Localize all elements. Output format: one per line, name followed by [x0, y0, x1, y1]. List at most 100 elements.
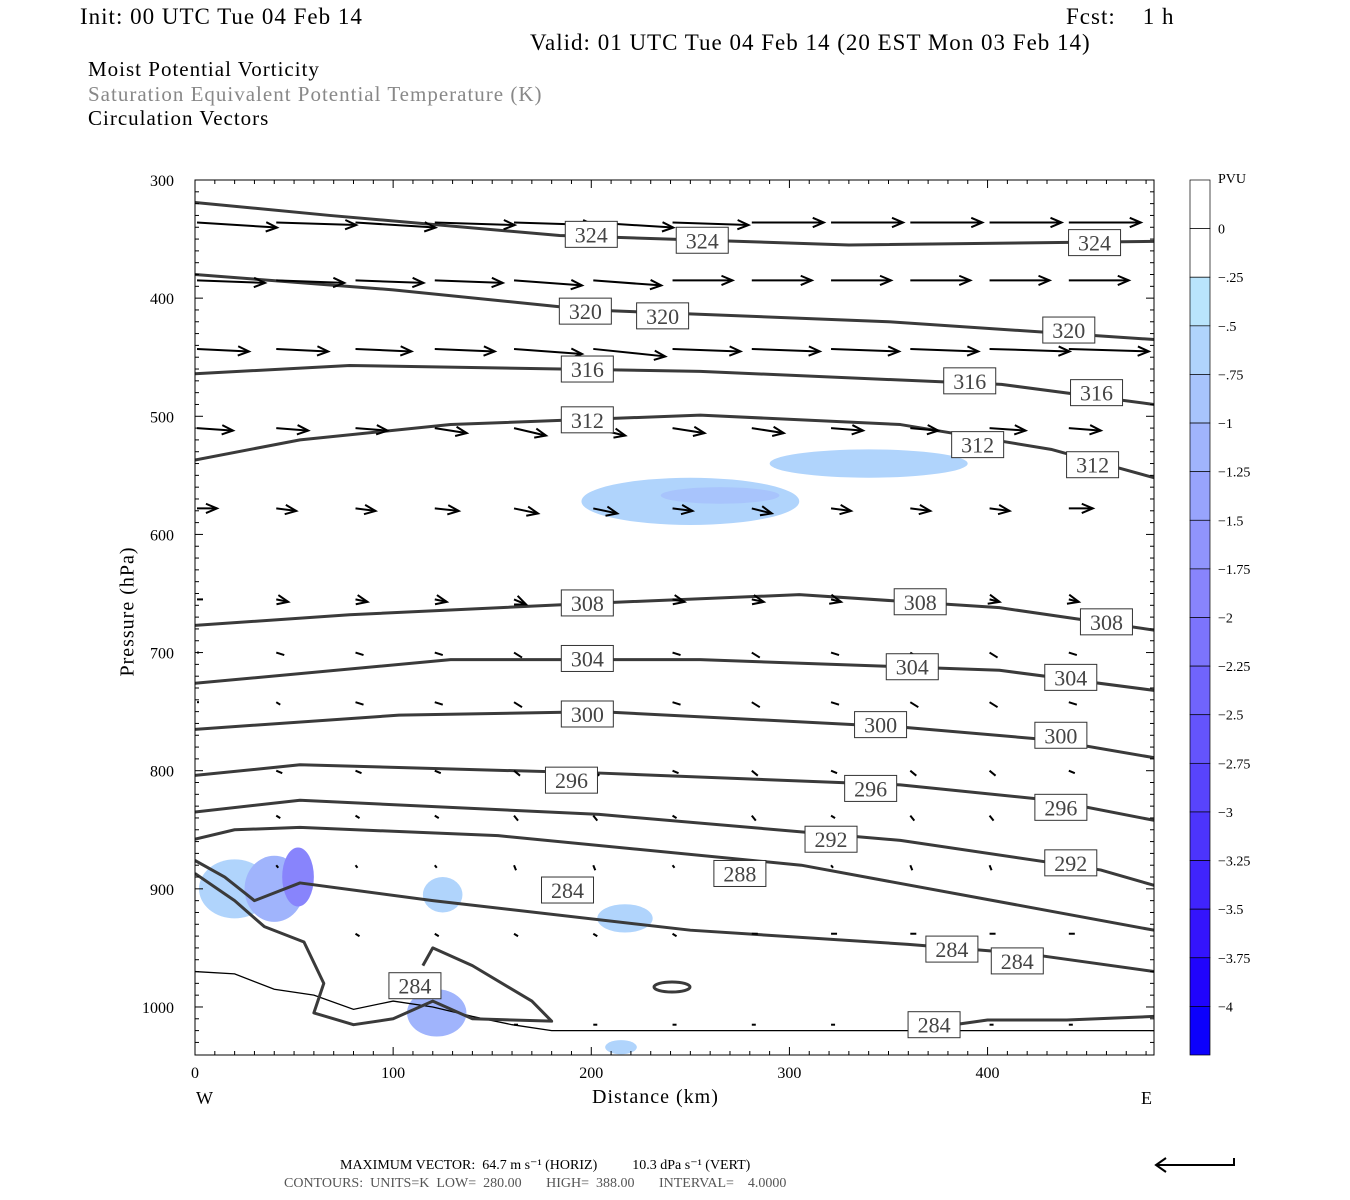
- circulation-vector: [989, 651, 999, 659]
- circulation-vector: [196, 279, 266, 284]
- circulation-vector: [751, 347, 820, 353]
- y-tick-label: 700: [150, 646, 174, 663]
- circulation-vector: [434, 651, 444, 657]
- circulation-vector: [354, 814, 361, 819]
- contour-label-box: [388, 972, 442, 1000]
- theta-es-contour-292: [195, 798, 1154, 887]
- circulation-vector: [593, 279, 662, 287]
- circulation-vector: [751, 769, 759, 777]
- vector-arrowhead: [1066, 593, 1082, 605]
- colorbar-swatch: [1189, 860, 1211, 910]
- contour-label: 284: [398, 974, 431, 999]
- circulation-vector: [672, 651, 681, 657]
- contour-label-box: [990, 947, 1044, 975]
- circulation-vector: [751, 814, 757, 822]
- circulation-vector: [592, 932, 598, 938]
- vector-arrowhead: [808, 345, 823, 357]
- circulation-vector: [434, 701, 444, 706]
- contour-label-box: [1034, 721, 1088, 749]
- vector-arrowhead: [237, 345, 252, 357]
- circulation-vector: [513, 279, 583, 287]
- circulation-vector: [672, 347, 741, 353]
- circulation-vector: [830, 864, 834, 869]
- field-title-theta-es: Saturation Equivalent Potential Temperat…: [88, 82, 543, 106]
- contour-label: 324: [1078, 231, 1111, 256]
- field-title-pv: Moist Potential Vorticity: [88, 57, 320, 81]
- circulation-vector: [355, 279, 424, 284]
- contour-label: 308: [904, 590, 937, 615]
- pv-shading-region: [660, 487, 780, 504]
- circulation-vector: [434, 221, 515, 227]
- colorbar-label: −3.75: [1218, 952, 1250, 967]
- contour-label: 300: [1044, 723, 1077, 748]
- circulation-vector: [989, 427, 1026, 432]
- vector-arrowhead: [692, 425, 708, 437]
- contour-label-box: [1042, 316, 1096, 344]
- vector-arrowhead: [970, 216, 985, 229]
- vector-arrowhead: [1117, 274, 1132, 287]
- theta-es-contour-308: [195, 593, 1154, 632]
- circulation-vector: [909, 701, 919, 709]
- contour-label-box: [804, 825, 858, 853]
- pv-shading-region: [282, 847, 314, 907]
- contour-label: 304: [1054, 665, 1087, 690]
- colorbar-label: −2.25: [1218, 660, 1250, 675]
- east-label: E: [1141, 1088, 1152, 1108]
- circulation-vector: [355, 769, 362, 775]
- vector-arrowhead: [771, 425, 787, 437]
- circulation-vector: [1068, 651, 1078, 657]
- vector-arrowhead: [891, 216, 906, 229]
- vector-arrowhead: [423, 221, 439, 233]
- west-label: W: [196, 1088, 213, 1108]
- colorbar-swatch: [1189, 422, 1211, 473]
- circulation-vector: [672, 701, 681, 706]
- contour-label-box: [544, 766, 598, 794]
- circulation-vector: [593, 507, 618, 515]
- vector-arrowhead: [399, 345, 415, 357]
- vector-arrowhead: [503, 219, 518, 231]
- colorbar-swatch: [1189, 374, 1211, 424]
- vector-arrowhead: [446, 504, 462, 516]
- theta-es-contour-288: [195, 825, 1154, 932]
- contour-label-box: [541, 876, 595, 904]
- colorbar-swatch: [1189, 811, 1211, 861]
- contour-label: 300: [864, 713, 897, 738]
- theta-es-contour-312: [195, 413, 1154, 480]
- circulation-vector: [513, 864, 517, 871]
- y-tick-label: 400: [150, 291, 174, 308]
- vector-arrowhead: [570, 279, 585, 291]
- vector-arrowhead: [344, 219, 359, 231]
- contour-label: 316: [571, 357, 604, 382]
- circulation-vector: [1068, 701, 1078, 706]
- circulation-vector: [513, 814, 519, 822]
- circulation-vector: [593, 347, 666, 358]
- circulation-vector: [910, 427, 939, 432]
- colorbar-swatch: [1189, 665, 1211, 716]
- contour-label: 320: [646, 304, 679, 329]
- vector-arrowhead: [1081, 502, 1096, 515]
- vector-arrowhead: [759, 505, 775, 517]
- circulation-vector: [275, 651, 285, 657]
- vector-arrowhead: [296, 424, 311, 436]
- contour-label: 312: [961, 433, 994, 458]
- circulation-vector: [355, 427, 388, 432]
- colorbar-label: −.25: [1218, 271, 1243, 286]
- vector-arrowhead: [534, 427, 549, 439]
- colorbar-swatch: [1189, 276, 1211, 327]
- colorbar-label: −1.75: [1218, 563, 1250, 578]
- vector-arrowhead: [253, 276, 268, 289]
- vector-arrowhead: [851, 424, 866, 436]
- circulation-vector: [276, 347, 329, 353]
- y-tick-label: 500: [150, 409, 174, 426]
- vector-arrowhead: [434, 594, 450, 606]
- x-tick-label: 0: [191, 1065, 199, 1082]
- contour-label: 312: [571, 408, 604, 433]
- x-axis-label: Distance (km): [592, 1086, 719, 1108]
- contour-label-box: [893, 588, 947, 616]
- circulation-vector: [672, 932, 678, 938]
- circulation-vector: [989, 347, 1070, 353]
- theta-es-contour-284: [195, 872, 554, 1027]
- contour-label: 316: [1080, 381, 1113, 406]
- contour-label: 324: [686, 228, 719, 253]
- vector-arrowhead: [751, 594, 767, 606]
